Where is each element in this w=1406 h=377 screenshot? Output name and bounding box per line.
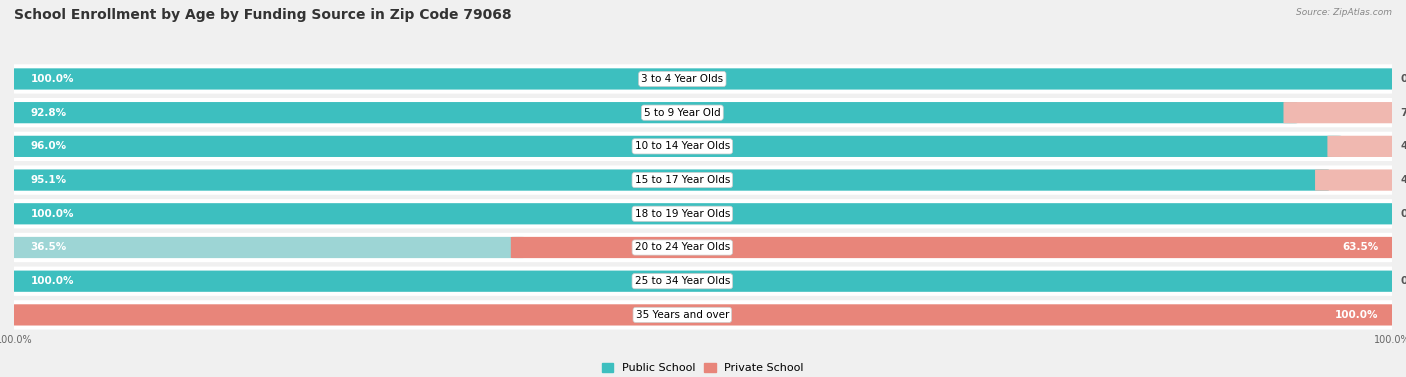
Text: 7.2%: 7.2% <box>1400 108 1406 118</box>
Text: 18 to 19 Year Olds: 18 to 19 Year Olds <box>634 209 730 219</box>
FancyBboxPatch shape <box>10 136 1341 157</box>
Text: 0.0%: 0.0% <box>640 310 669 320</box>
Text: 96.0%: 96.0% <box>31 141 66 151</box>
Legend: Public School, Private School: Public School, Private School <box>598 359 808 377</box>
Text: 25 to 34 Year Olds: 25 to 34 Year Olds <box>634 276 730 286</box>
Text: Source: ZipAtlas.com: Source: ZipAtlas.com <box>1296 8 1392 17</box>
FancyBboxPatch shape <box>3 199 1403 228</box>
Text: 100.0%: 100.0% <box>31 209 75 219</box>
FancyBboxPatch shape <box>3 166 1403 195</box>
Text: 4.9%: 4.9% <box>1400 175 1406 185</box>
Text: School Enrollment by Age by Funding Source in Zip Code 79068: School Enrollment by Age by Funding Sour… <box>14 8 512 21</box>
Text: 36.5%: 36.5% <box>31 242 67 253</box>
Text: 20 to 24 Year Olds: 20 to 24 Year Olds <box>634 242 730 253</box>
Text: 100.0%: 100.0% <box>31 276 75 286</box>
FancyBboxPatch shape <box>3 98 1403 127</box>
Text: 15 to 17 Year Olds: 15 to 17 Year Olds <box>634 175 730 185</box>
Text: 0.0%: 0.0% <box>1400 209 1406 219</box>
FancyBboxPatch shape <box>3 300 1403 329</box>
FancyBboxPatch shape <box>10 203 1396 224</box>
Text: 95.1%: 95.1% <box>31 175 66 185</box>
Text: 35 Years and over: 35 Years and over <box>636 310 730 320</box>
FancyBboxPatch shape <box>10 271 1396 292</box>
FancyBboxPatch shape <box>10 68 1396 90</box>
FancyBboxPatch shape <box>1284 102 1396 123</box>
Text: 5 to 9 Year Old: 5 to 9 Year Old <box>644 108 721 118</box>
FancyBboxPatch shape <box>3 132 1403 161</box>
FancyBboxPatch shape <box>10 102 1298 123</box>
FancyBboxPatch shape <box>10 237 524 258</box>
FancyBboxPatch shape <box>1327 136 1396 157</box>
Text: 3 to 4 Year Olds: 3 to 4 Year Olds <box>641 74 724 84</box>
Text: 10 to 14 Year Olds: 10 to 14 Year Olds <box>634 141 730 151</box>
Text: 0.0%: 0.0% <box>1400 276 1406 286</box>
Text: 100.0%: 100.0% <box>31 74 75 84</box>
FancyBboxPatch shape <box>3 64 1403 93</box>
FancyBboxPatch shape <box>3 267 1403 296</box>
Text: 63.5%: 63.5% <box>1341 242 1378 253</box>
FancyBboxPatch shape <box>10 304 1396 325</box>
FancyBboxPatch shape <box>10 169 1329 191</box>
Text: 0.0%: 0.0% <box>1400 74 1406 84</box>
Text: 4.0%: 4.0% <box>1400 141 1406 151</box>
Text: 92.8%: 92.8% <box>31 108 66 118</box>
FancyBboxPatch shape <box>3 233 1403 262</box>
FancyBboxPatch shape <box>510 237 1396 258</box>
Text: 100.0%: 100.0% <box>1334 310 1378 320</box>
FancyBboxPatch shape <box>1315 169 1396 191</box>
